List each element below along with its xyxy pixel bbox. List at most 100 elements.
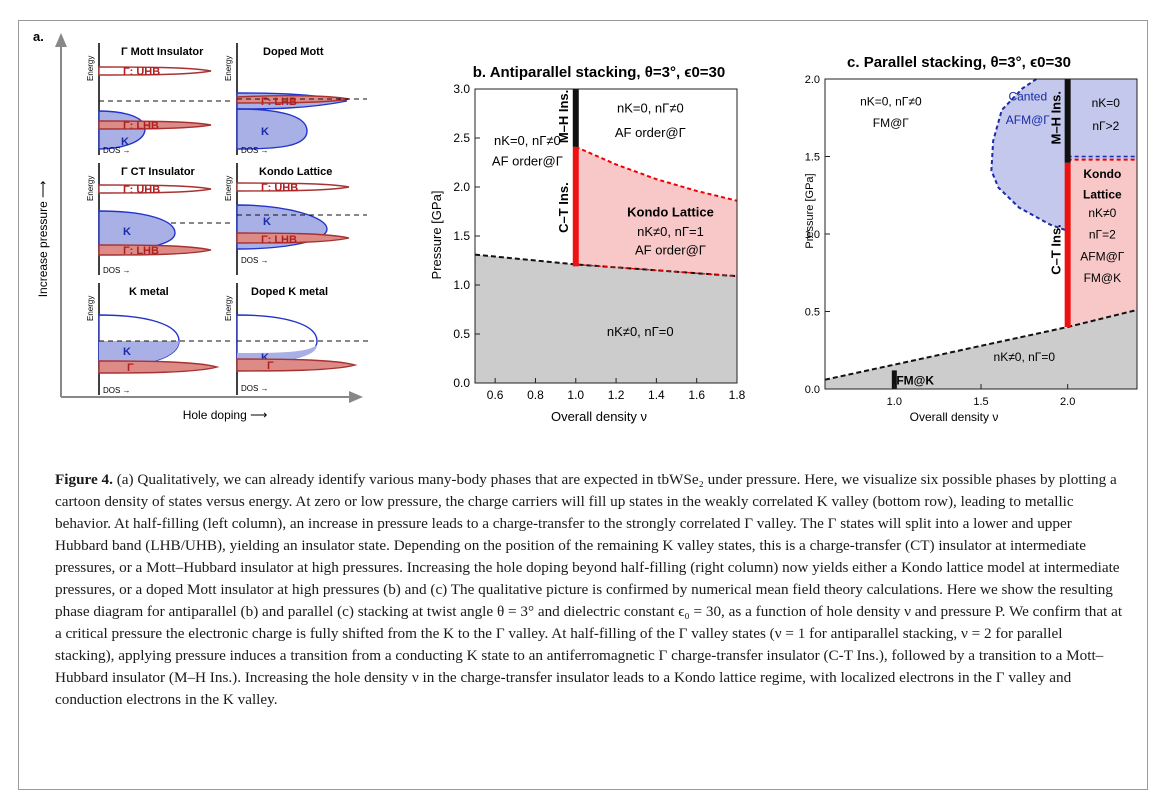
cell-title: K metal <box>129 286 169 298</box>
dos-label: DOS → <box>241 384 269 393</box>
region-label: nK≠0 <box>1088 206 1116 220</box>
gamma-lhb-label: Γ: LHB <box>261 234 297 246</box>
x-tick-label: 1.2 <box>608 388 625 402</box>
y-axis-label: Pressure [GPa] <box>804 173 816 248</box>
dos-label: DOS → <box>241 146 269 155</box>
region-label: nΓ=2 <box>1089 228 1116 242</box>
gamma-label: Γ <box>267 360 274 372</box>
k-label: K <box>121 136 129 148</box>
k-band-lower <box>236 108 308 150</box>
plot-area: 1.0 1.5 2.0 0.0 0.5 1.0 1.5 2.0 nK=0, nΓ≠0 FM@Γ Ca… <box>805 74 1138 408</box>
y-tick-label: 2.0 <box>453 180 470 194</box>
region-conducting <box>825 309 1137 389</box>
k-label: K <box>261 126 269 138</box>
boundary-kondo-bottom-line <box>575 263 738 277</box>
region-canted-afm <box>991 79 1068 231</box>
gamma-uhb-label: Γ: UHB <box>123 66 160 78</box>
region-top-right <box>1067 79 1137 160</box>
energy-label: Energy <box>86 296 95 321</box>
region-conducting <box>475 254 737 383</box>
region-label: nK=0, nΓ≠0 <box>494 133 561 148</box>
region-label: nK=0, nΓ≠0 <box>860 94 922 108</box>
cell-title: Γ CT Insulator <box>121 166 196 178</box>
x-tick-label: 1.8 <box>729 388 746 402</box>
y-tick-label: 0.5 <box>805 307 820 319</box>
chart-title: b. Antiparallel stacking, θ=3°, ϵ0=30 <box>473 64 726 81</box>
region-label: Kondo Lattice <box>627 204 714 219</box>
ct-insulator-label: C–T Ins. <box>1049 224 1064 275</box>
doping-axis-label: Hole doping ⟶ <box>183 408 268 422</box>
caption-label: Figure 4. <box>55 471 113 488</box>
region-label: nK=0 <box>1092 96 1121 110</box>
y-tick-label: 3.0 <box>453 82 470 96</box>
panel-a-label: a. <box>33 29 44 44</box>
x-axis-label: Overall density ν <box>551 409 647 424</box>
gamma-lhb-band <box>236 232 350 244</box>
boundary-kondo-top-line <box>575 145 738 202</box>
dos-label: DOS → <box>103 386 131 395</box>
k-label: K <box>261 352 269 364</box>
gamma-uhb-label: Γ: UHB <box>123 184 160 196</box>
region-label: nΓ>2 <box>1092 119 1119 133</box>
x-tick-label: 0.8 <box>527 388 544 402</box>
region-label: Canted <box>1008 90 1047 104</box>
cell-title: Doped K metal <box>251 286 328 298</box>
gamma-lhb-band <box>98 120 212 130</box>
pressure-axis-label: Increase pressure ⟶ <box>36 181 50 298</box>
x-tick-label: 1.0 <box>567 388 584 402</box>
k-label: K <box>123 346 131 358</box>
ct-insulator-label: C–T Ins. <box>556 182 571 233</box>
gamma-lhb-label: Γ: LHB <box>123 120 159 132</box>
y-tick-label: 0.0 <box>805 384 820 396</box>
y-tick-label: 1.0 <box>805 229 820 241</box>
figure-caption: Figure 4. (a) Qualitatively, we can alre… <box>55 469 1125 711</box>
region-label: nK≠0, nΓ=0 <box>994 350 1056 364</box>
region-label: AF order@Γ <box>635 243 706 258</box>
gamma-lhb-label: Γ: LHB <box>123 245 159 257</box>
mh-insulator-label: M–H Ins. <box>556 90 571 143</box>
x-tick-label: 1.0 <box>887 396 902 408</box>
x-axis-label: Overall density ν <box>910 410 999 424</box>
cell-gamma-mott-insulator: Energy Γ Mott Insulator Γ: UHB Γ: LHB K … <box>86 43 233 155</box>
region-label: FM@K <box>1084 271 1122 285</box>
region-label: FM@K <box>896 373 934 387</box>
doping-axis-arrowhead <box>349 391 363 403</box>
y-tick-label: 2.0 <box>805 74 820 86</box>
boundary-canted-line <box>990 78 1069 232</box>
gamma-band <box>98 360 220 374</box>
k-label: K <box>123 226 131 238</box>
gamma-band <box>236 358 358 372</box>
mh-insulator-label: M–H Ins. <box>1049 91 1064 144</box>
gamma-uhb-label: Γ: UHB <box>261 182 298 194</box>
k-label: K <box>263 216 271 228</box>
region-label: nK≠0, nΓ=0 <box>607 324 674 339</box>
cell-kondo-lattice: Energy Kondo Lattice Γ: UHB K Γ: LHB DOS… <box>224 163 367 275</box>
panel-c-parallel-phase-diagram: c. Parallel stacking, θ=3°, ϵ0=30 1.0 1.5… <box>804 54 1138 424</box>
gamma-lhb-band <box>98 244 212 256</box>
energy-label: Energy <box>86 176 95 201</box>
region-label: AFM@Γ <box>1080 249 1125 263</box>
cell-title: Kondo Lattice <box>259 166 332 178</box>
dos-label: DOS → <box>103 146 131 155</box>
dos-label: DOS → <box>103 266 131 275</box>
x-tick-label: 0.6 <box>487 388 504 402</box>
y-tick-label: 2.5 <box>453 131 470 145</box>
region-kondo-lattice <box>1067 159 1137 327</box>
panel-b-antiparallel-phase-diagram: b. Antiparallel stacking, θ=3°, ϵ0=30 0.… <box>429 64 746 424</box>
cell-doped-k-metal: Energy Doped K metal K Γ DOS → <box>224 283 371 395</box>
gamma-uhb-band <box>236 182 350 192</box>
region-label: FM@Γ <box>873 116 910 130</box>
region-label: nK=0, nΓ≠0 <box>617 101 684 116</box>
cell-k-metal: Energy K metal K Γ DOS → <box>86 283 233 395</box>
region-label: Lattice <box>1083 187 1122 201</box>
pressure-axis-arrowhead <box>55 33 67 47</box>
energy-label: Energy <box>224 296 233 321</box>
chart-title: c. Parallel stacking, θ=3°, ϵ0=30 <box>847 54 1071 71</box>
cell-doped-mott: Energy Doped Mott Γ: LHB K DOS → <box>224 43 367 155</box>
energy-label: Energy <box>224 176 233 201</box>
region-kondo-lattice <box>575 146 737 277</box>
cell-gamma-ct-insulator: Energy Γ CT Insulator Γ: UHB K Γ: LHB DO… <box>86 163 233 275</box>
x-tick-label: 2.0 <box>1060 396 1075 408</box>
y-tick-label: 0.0 <box>453 376 470 390</box>
panel-a-cartoon: a. Increase pressure ⟶ Hole doping ⟶ Ene… <box>33 29 371 422</box>
